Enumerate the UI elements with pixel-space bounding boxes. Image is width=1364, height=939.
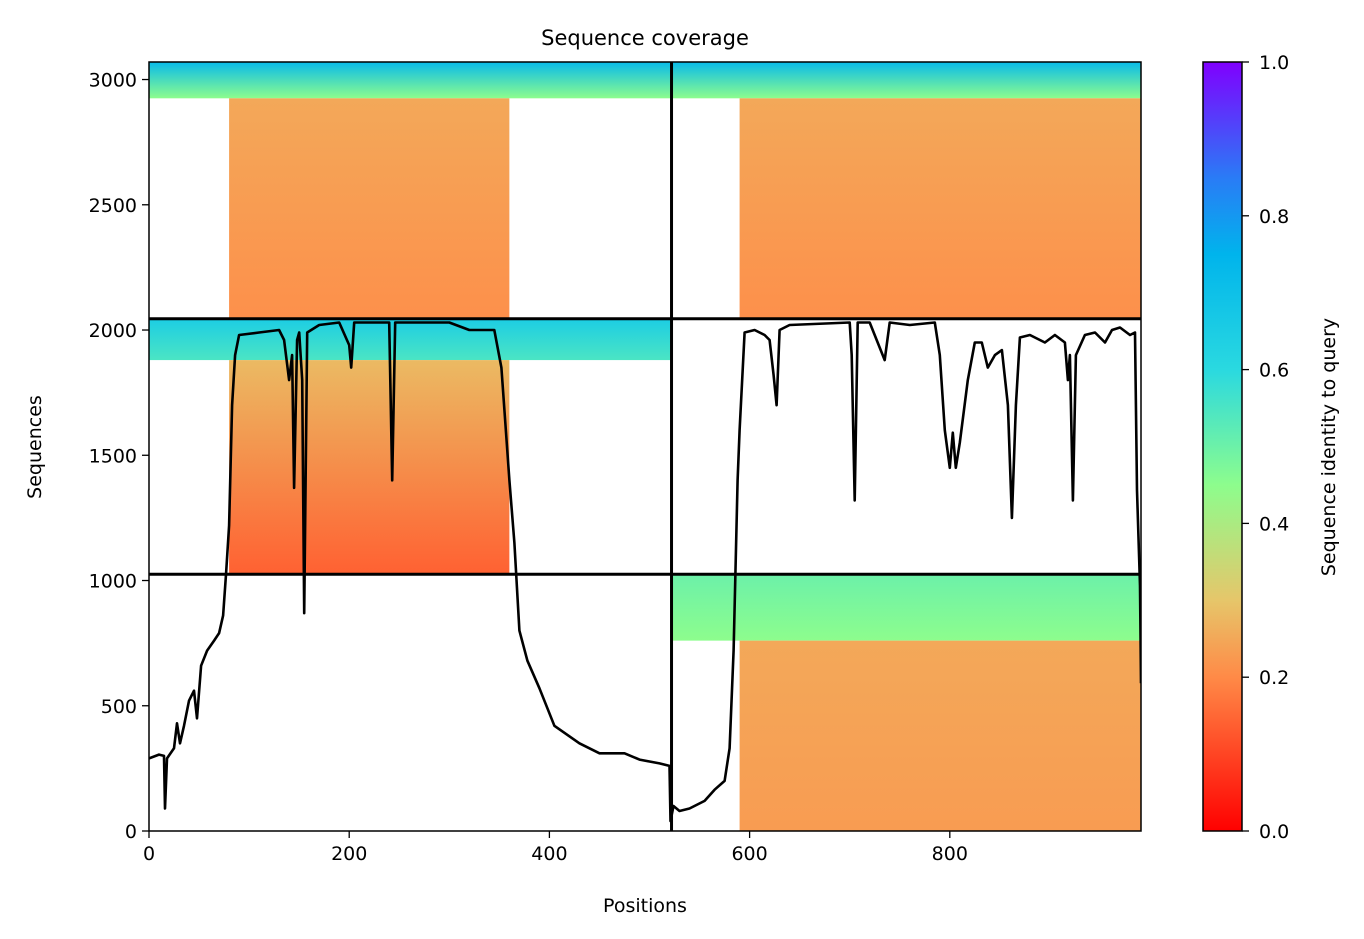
- chart-title: Sequence coverage: [541, 26, 749, 50]
- y-tick-label: 2000: [89, 320, 137, 342]
- x-tick-label: 0: [143, 843, 155, 865]
- colorbar: 0.0 0.2 0.4 0.6 0.8 1.0 Sequence identity to …: [1202, 52, 1340, 843]
- block-bottom-right: [671, 574, 1141, 831]
- colorbar-tick-label: 0.2: [1259, 667, 1289, 689]
- y-axis: 0 500 1000 1500 2000 2500 3000: [89, 70, 149, 843]
- coverage-band: [229, 360, 510, 575]
- colorbar-ticks: 0.0 0.2 0.4 0.6 0.8 1.0: [1242, 52, 1289, 843]
- coverage-band: [739, 98, 1141, 319]
- coverage-band: [149, 62, 672, 99]
- colorbar-label: Sequence identity to query: [1318, 318, 1340, 576]
- block-boundaries: [149, 62, 1141, 831]
- coverage-band: [739, 640, 1141, 831]
- block-top-right: [671, 62, 1141, 319]
- colorbar-tick-label: 0.0: [1259, 821, 1289, 843]
- y-tick-label: 1000: [89, 571, 137, 593]
- coverage-line-layer: [149, 321, 1141, 823]
- coverage-line: [149, 321, 1141, 823]
- x-tick-label: 800: [932, 843, 968, 865]
- coverage-band: [671, 62, 1141, 99]
- colorbar-tick-label: 1.0: [1259, 52, 1289, 74]
- y-tick-label: 2500: [89, 195, 137, 217]
- colorbar-gradient: [1202, 61, 1243, 832]
- y-axis-label: Sequences: [24, 395, 46, 499]
- block-middle-left: [149, 318, 672, 575]
- colorbar-tick-label: 0.6: [1259, 360, 1289, 382]
- plot-frame: [148, 61, 1142, 832]
- coverage-band: [229, 98, 510, 319]
- colorbar-tick-label: 0.4: [1259, 513, 1289, 535]
- x-tick-label: 400: [531, 843, 567, 865]
- coverage-band: [671, 574, 1141, 641]
- y-tick-label: 3000: [89, 70, 137, 92]
- coverage-band: [149, 318, 672, 361]
- x-tick-label: 200: [331, 843, 367, 865]
- x-tick-label: 600: [731, 843, 767, 865]
- y-tick-label: 0: [125, 821, 137, 843]
- colorbar-tick-label: 0.8: [1259, 206, 1289, 228]
- heatmap-layer: [149, 62, 1141, 831]
- block-top-left: [149, 62, 672, 319]
- y-tick-label: 1500: [89, 445, 137, 467]
- x-axis-label: Positions: [603, 895, 687, 917]
- y-tick-label: 500: [101, 696, 137, 718]
- x-axis: 0 200 400 600 800: [143, 831, 968, 865]
